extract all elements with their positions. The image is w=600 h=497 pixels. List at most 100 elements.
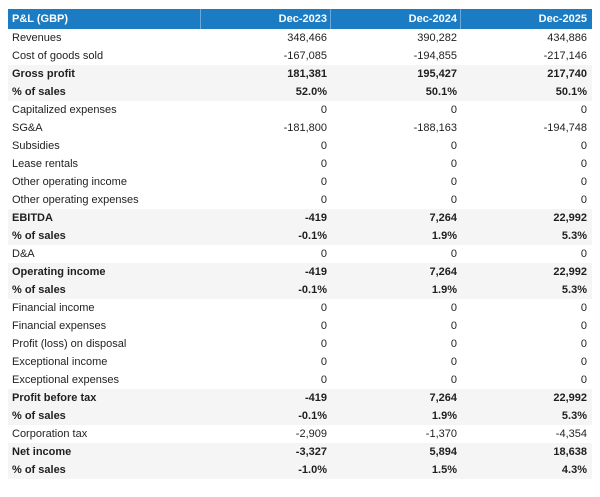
table-row: Exceptional income 0 0 0: [8, 353, 592, 371]
row-value-dec-2023: 181,381: [287, 68, 327, 80]
row-label: Exceptional income: [12, 356, 108, 368]
row-value-dec-2023: -0.1%: [298, 230, 327, 242]
row-value-dec-2023: 52.0%: [295, 86, 327, 98]
row-value-dec-2024: 390,282: [417, 32, 457, 44]
row-value-dec-2024: 0: [450, 158, 457, 170]
table-row: Financial expenses 0 0 0: [8, 317, 592, 335]
row-value-dec-2025: 0: [580, 104, 587, 116]
row-value-dec-2025: 4.3%: [561, 464, 587, 476]
table-row: Exceptional expenses 0 0 0: [8, 371, 592, 389]
row-value-dec-2023: -419: [304, 266, 327, 278]
row-value-dec-2023: 0: [320, 248, 327, 260]
row-value-dec-2025: 5.3%: [561, 284, 587, 296]
row-value-dec-2024: 0: [450, 356, 457, 368]
row-value-dec-2025: 434,886: [547, 32, 587, 44]
table-row: % of sales -0.1% 1.9% 5.3%: [8, 407, 592, 425]
row-value-dec-2025: 5.3%: [561, 410, 587, 422]
row-label: Net income: [12, 446, 72, 458]
row-value-dec-2025: 0: [580, 320, 587, 332]
table-row: Lease rentals 0 0 0: [8, 155, 592, 173]
row-value-dec-2024: 1.9%: [431, 230, 457, 242]
row-label: % of sales: [12, 284, 66, 296]
table-body: Revenues 348,466 390,282 434,886 Cost of…: [8, 29, 592, 479]
row-value-dec-2025: 18,638: [553, 446, 587, 458]
table-row: Capitalized expenses 0 0 0: [8, 101, 592, 119]
row-value-dec-2025: 0: [580, 338, 587, 350]
table-row: Cost of goods sold -167,085 -194,855 -21…: [8, 47, 592, 65]
row-label: Subsidies: [12, 140, 60, 152]
row-value-dec-2023: 0: [320, 104, 327, 116]
row-value-dec-2025: 5.3%: [561, 230, 587, 242]
table-row: Corporation tax -2,909 -1,370 -4,354: [8, 425, 592, 443]
row-value-dec-2024: 7,264: [429, 392, 457, 404]
row-value-dec-2025: 22,992: [553, 266, 587, 278]
row-value-dec-2024: 0: [450, 176, 457, 188]
row-value-dec-2025: -194,748: [543, 122, 587, 134]
pnl-table: P&L (GBP) Dec-2023 Dec-2024 Dec-2025 Rev…: [8, 9, 592, 479]
row-value-dec-2023: -1.0%: [298, 464, 327, 476]
row-value-dec-2025: 0: [580, 374, 587, 386]
row-value-dec-2024: 0: [450, 302, 457, 314]
table-row: EBITDA -419 7,264 22,992: [8, 209, 592, 227]
row-value-dec-2025: 22,992: [553, 212, 587, 224]
row-value-dec-2024: 1.9%: [431, 284, 457, 296]
row-value-dec-2024: 0: [450, 374, 457, 386]
row-value-dec-2024: -194,855: [413, 50, 457, 62]
row-value-dec-2025: 0: [580, 176, 587, 188]
row-value-dec-2024: 7,264: [429, 212, 457, 224]
row-value-dec-2025: 0: [580, 140, 587, 152]
row-label: Gross profit: [12, 68, 75, 80]
row-value-dec-2023: 0: [320, 176, 327, 188]
table-row: Gross profit 181,381 195,427 217,740: [8, 65, 592, 83]
row-value-dec-2023: -181,800: [283, 122, 327, 134]
row-value-dec-2023: -2,909: [295, 428, 327, 440]
row-label: % of sales: [12, 86, 66, 98]
row-value-dec-2023: 0: [320, 356, 327, 368]
row-value-dec-2023: -0.1%: [298, 284, 327, 296]
row-value-dec-2023: 0: [320, 374, 327, 386]
row-value-dec-2024: 7,264: [429, 266, 457, 278]
row-label: EBITDA: [12, 212, 53, 224]
row-value-dec-2023: 0: [320, 158, 327, 170]
table-row: SG&A -181,800 -188,163 -194,748: [8, 119, 592, 137]
row-value-dec-2024: 195,427: [417, 68, 457, 80]
row-value-dec-2025: 217,740: [547, 68, 587, 80]
row-label: Operating income: [12, 266, 106, 278]
table-row: Revenues 348,466 390,282 434,886: [8, 29, 592, 47]
row-value-dec-2023: 348,466: [287, 32, 327, 44]
row-label: % of sales: [12, 464, 66, 476]
row-label: Financial expenses: [12, 320, 107, 332]
row-label: Other operating expenses: [12, 194, 139, 206]
row-label: % of sales: [12, 230, 66, 242]
row-value-dec-2025: 0: [580, 194, 587, 206]
table-row: D&A 0 0 0: [8, 245, 592, 263]
table-row: % of sales -0.1% 1.9% 5.3%: [8, 281, 592, 299]
row-value-dec-2024: 0: [450, 338, 457, 350]
row-label: Other operating income: [12, 176, 127, 188]
row-value-dec-2024: 1.9%: [431, 410, 457, 422]
table-row: Subsidies 0 0 0: [8, 137, 592, 155]
row-value-dec-2025: 22,992: [553, 392, 587, 404]
table-row: Operating income -419 7,264 22,992: [8, 263, 592, 281]
table-row: % of sales -0.1% 1.9% 5.3%: [8, 227, 592, 245]
row-value-dec-2023: -419: [304, 212, 327, 224]
row-label: Exceptional expenses: [12, 374, 120, 386]
row-value-dec-2023: -3,327: [295, 446, 327, 458]
row-label: SG&A: [12, 122, 43, 134]
column-header-dec-2024: Dec-2024: [330, 9, 460, 29]
table-row: % of sales -1.0% 1.5% 4.3%: [8, 461, 592, 479]
row-value-dec-2023: 0: [320, 140, 327, 152]
row-label: Capitalized expenses: [12, 104, 117, 116]
row-label: % of sales: [12, 410, 66, 422]
column-header-dec-2025: Dec-2025: [460, 9, 590, 29]
row-value-dec-2025: 0: [580, 248, 587, 260]
table-row: Profit before tax -419 7,264 22,992: [8, 389, 592, 407]
row-value-dec-2024: 0: [450, 194, 457, 206]
row-value-dec-2023: -419: [304, 392, 327, 404]
row-value-dec-2023: 0: [320, 338, 327, 350]
table-row: Financial income 0 0 0: [8, 299, 592, 317]
row-value-dec-2024: 0: [450, 140, 457, 152]
table-row: Net income -3,327 5,894 18,638: [8, 443, 592, 461]
column-header-dec-2023: Dec-2023: [200, 9, 330, 29]
row-value-dec-2025: -217,146: [543, 50, 587, 62]
